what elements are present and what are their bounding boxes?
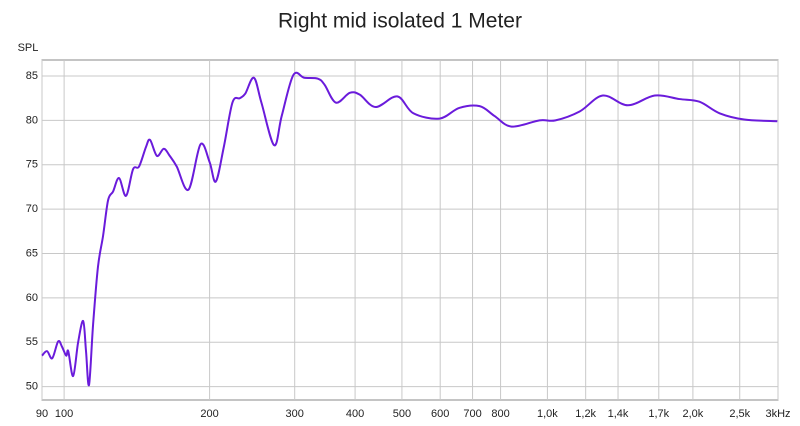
x-tick-label: 1,4k: [608, 408, 629, 420]
x-tick-label: 2,0k: [682, 408, 703, 420]
x-tick-label: 200: [200, 408, 218, 420]
y-tick-label: 60: [26, 292, 38, 304]
y-tick-label: 55: [26, 336, 38, 348]
x-tick-label: 3kHz: [765, 408, 790, 420]
x-tick-label: 400: [346, 408, 364, 420]
x-tick-label: 2,5k: [729, 408, 750, 420]
x-tick-label: 300: [286, 408, 304, 420]
y-tick-label: 70: [26, 203, 38, 215]
response-line: [41, 71, 778, 387]
y-tick-label: 75: [26, 159, 38, 171]
x-tick-label: 1,7k: [648, 408, 669, 420]
x-tick-label: 1,0k: [537, 408, 558, 420]
y-tick-label: 65: [26, 247, 38, 259]
plot-area: [41, 59, 779, 401]
y-tick-label: 80: [26, 114, 38, 126]
y-tick-label: 85: [26, 70, 38, 82]
y-tick-label: 50: [26, 381, 38, 393]
x-tick-label: 100: [55, 408, 73, 420]
y-axis-label: SPL: [18, 42, 39, 54]
x-tick-label: 90: [36, 408, 48, 420]
x-tick-label: 800: [491, 408, 509, 420]
x-tick-label: 1,2k: [575, 408, 596, 420]
x-tick-label: 700: [463, 408, 481, 420]
chart-title: Right mid isolated 1 Meter: [278, 10, 522, 33]
x-tick-label: 500: [393, 408, 411, 420]
x-tick-label: 600: [431, 408, 449, 420]
